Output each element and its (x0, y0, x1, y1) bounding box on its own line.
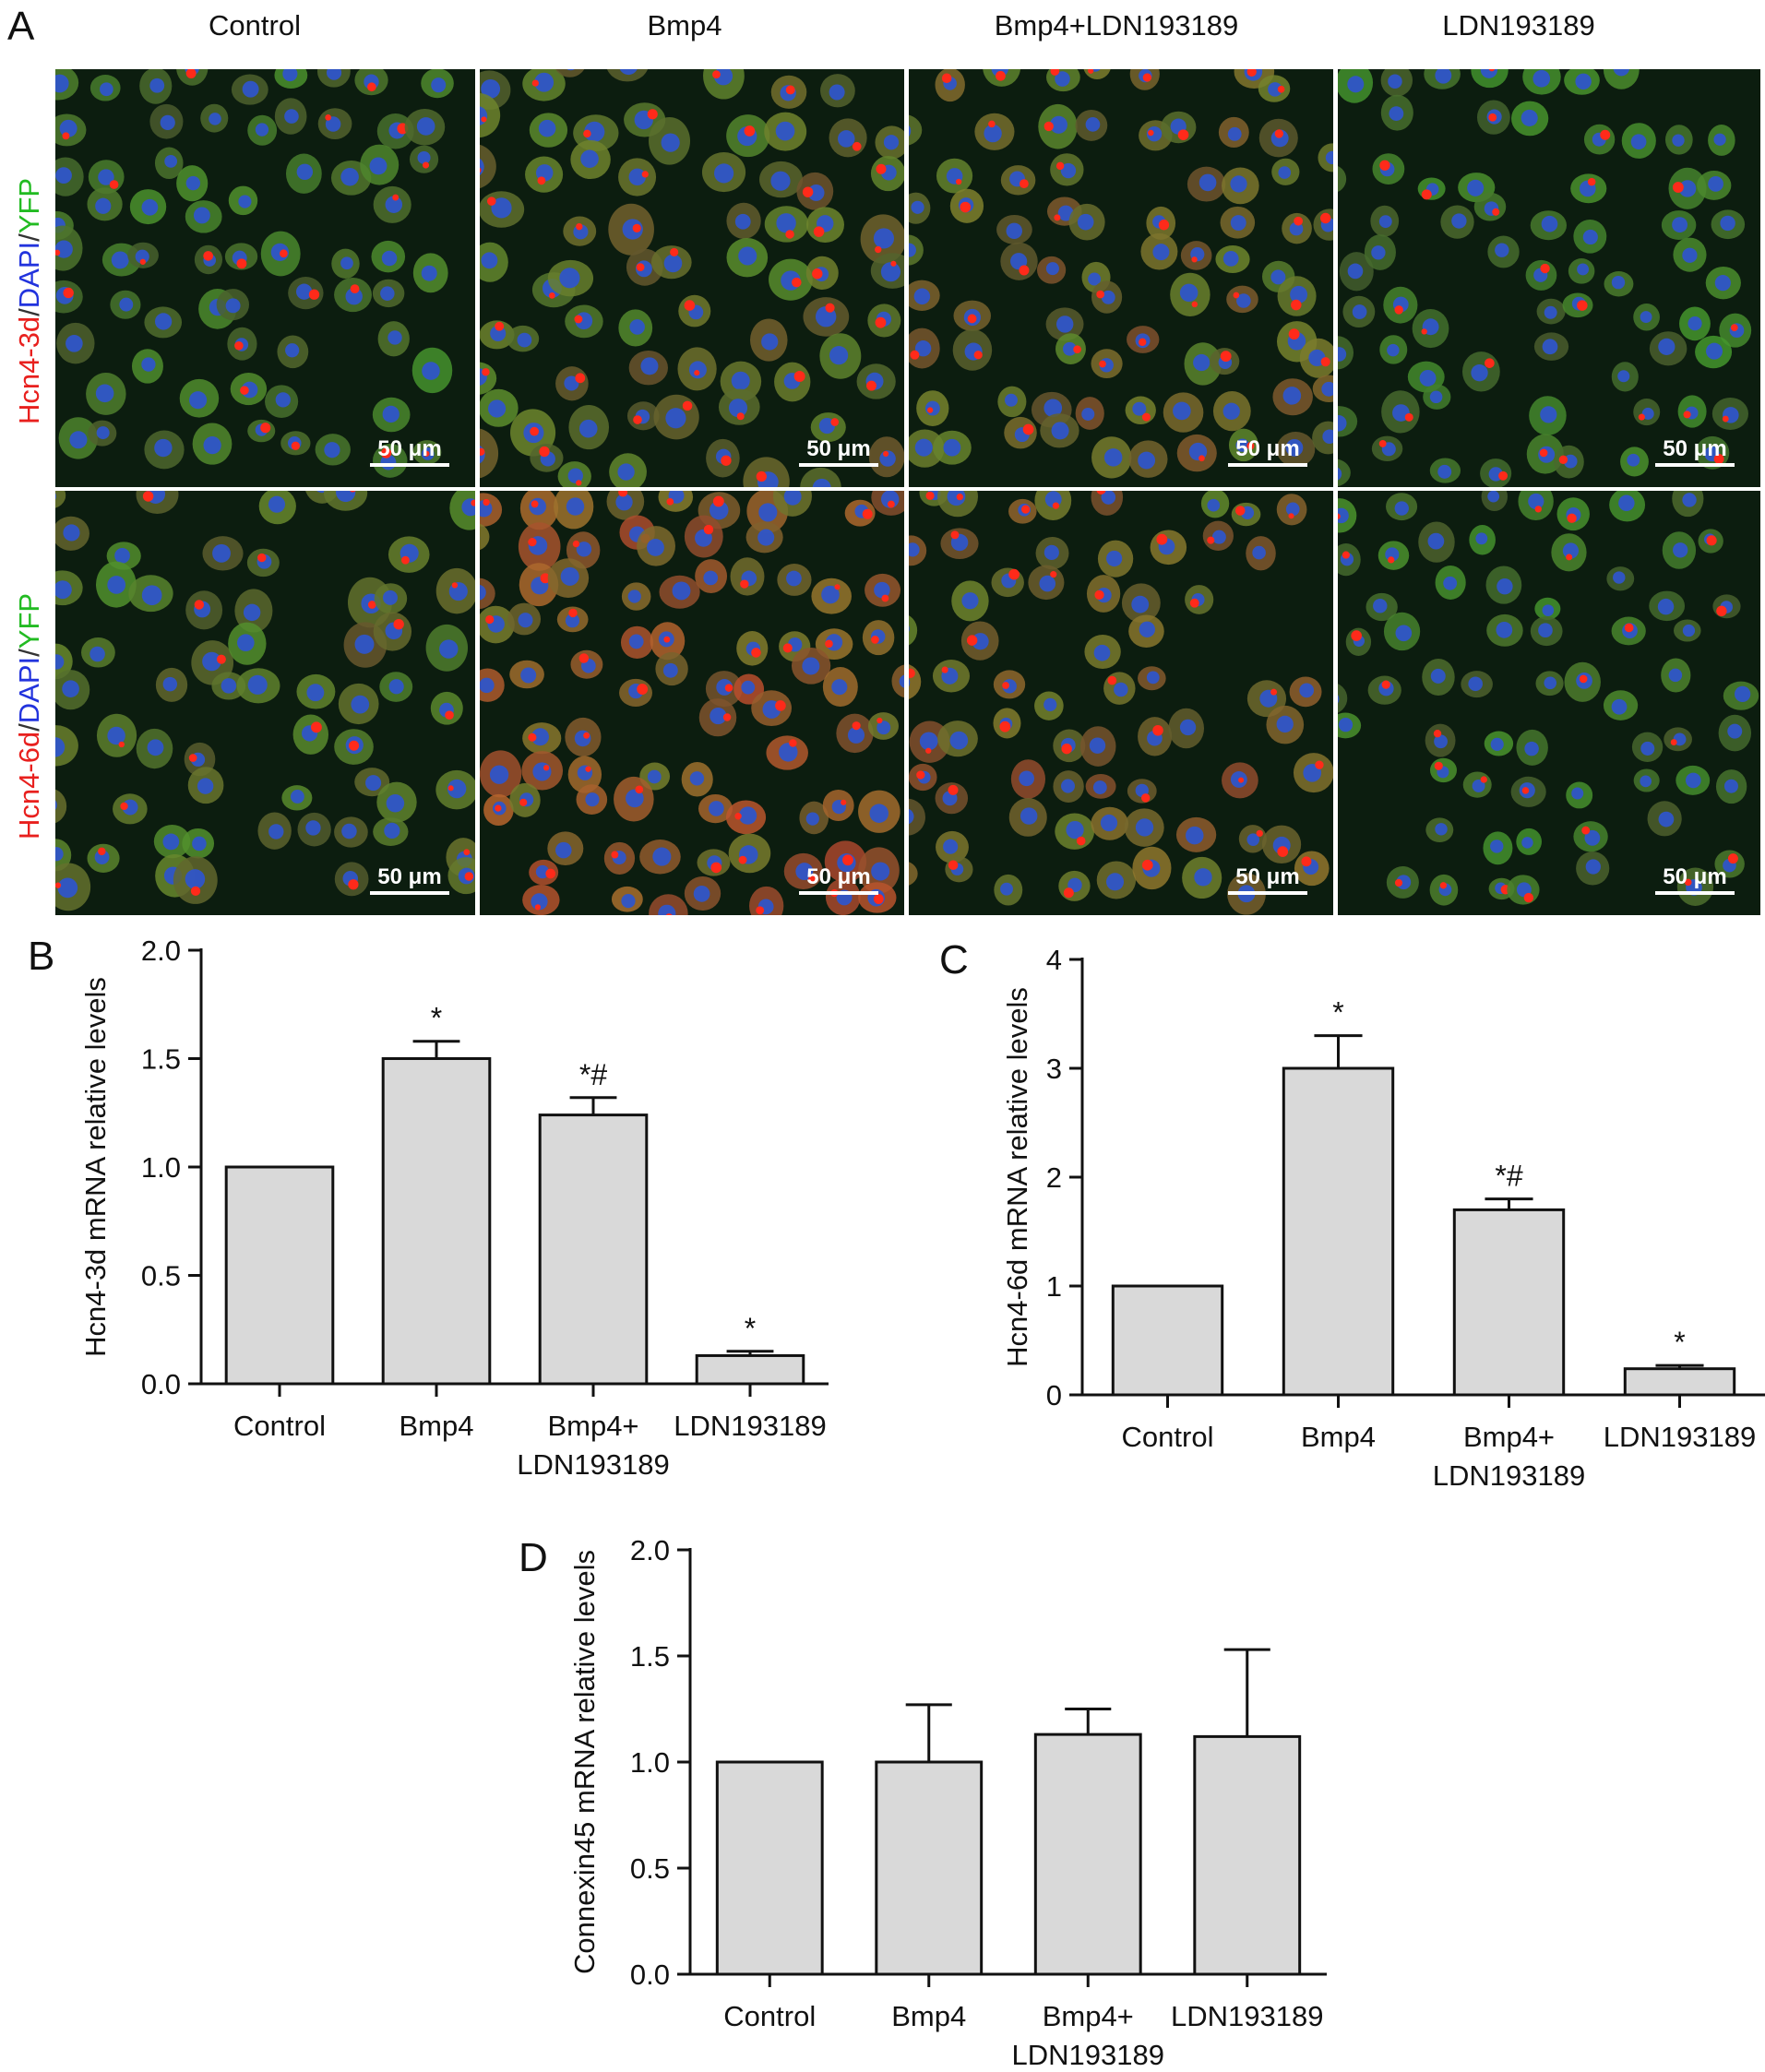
row-label-slash: / (13, 723, 45, 732)
micrograph-hcn4-3d-control: 50 μm (55, 69, 475, 487)
bar-2 (538, 1113, 649, 1386)
column-title-control: Control (209, 9, 301, 42)
x-tick-label: LDN193189 (1012, 2039, 1164, 2071)
y-tick-label: 0.0 (630, 1959, 670, 1991)
significance-marker: * (431, 1002, 442, 1035)
row-label-hcn4-part: Hcn4-6d (13, 731, 45, 840)
row-label-hcn4-3d: Hcn4-3d/DAPI/YFP (13, 178, 46, 424)
bar-1 (381, 1057, 492, 1386)
bar-3 (1623, 1367, 1736, 1397)
y-axis-label: Hcn4-3d mRNA relative levels (79, 977, 112, 1357)
x-tick-label: LDN193189 (1604, 1421, 1756, 1453)
bar-2 (1033, 1733, 1142, 1976)
y-tick-label: 2.0 (141, 935, 181, 967)
micrograph-hcn4-6d-bmp4: 50 μm (480, 491, 904, 915)
y-tick-label: 0.0 (141, 1368, 181, 1400)
x-tick-label: Control (723, 2000, 816, 2032)
row-label-slash: / (13, 308, 45, 316)
scale-bar-label: 50 μm (1663, 436, 1726, 461)
significance-marker: *# (1495, 1160, 1522, 1193)
bar-0 (715, 1760, 824, 1976)
chart-connexin45: 0.0 0.5 1.0 1.5 2.0 Connexin45 mRNA relative … (568, 1534, 1327, 2071)
y-tick-label: 0.5 (630, 1852, 670, 1885)
scale-bar-label: 50 μm (806, 436, 870, 461)
y-tick-label: 1.5 (630, 1640, 670, 1673)
x-tick-label: LDN193189 (1433, 1459, 1585, 1492)
y-tick-label: 3 (1046, 1053, 1062, 1085)
bar-1 (875, 1760, 984, 1976)
y-tick-label: 2.0 (630, 1534, 670, 1566)
significance-marker: * (1674, 1326, 1685, 1359)
row-label-slash: / (13, 233, 45, 242)
bar-0 (1111, 1284, 1224, 1397)
bar-2 (1452, 1208, 1566, 1397)
scale-bar-label: 50 μm (1663, 864, 1726, 889)
row-label-dapi-part: DAPI (13, 656, 45, 724)
chart-hcn4-6d: 0 1 2 3 4 Hcn4-6d mRNA relative levels Control… (1001, 944, 1765, 1492)
y-tick-label: 1.0 (630, 1746, 670, 1779)
significance-marker: *# (579, 1058, 607, 1091)
scale-bar-label: 50 μm (1235, 864, 1299, 889)
column-title-ldn: LDN193189 (1442, 9, 1595, 42)
column-title-bmp4: Bmp4 (647, 9, 722, 42)
y-axis-label: Hcn4-6d mRNA relative levels (1001, 987, 1033, 1367)
y-tick-label: 2 (1046, 1161, 1062, 1194)
chart-hcn4-3d: 0.0 0.5 1.0 1.5 2.0 Hcn4-3d mRNA relative lev… (79, 935, 829, 1481)
micrograph-hcn4-6d-bmp4-ldn: 50 μm (909, 491, 1333, 915)
x-tick-label: LDN193189 (1171, 2000, 1323, 2032)
x-tick-label: Bmp4+ (547, 1410, 638, 1442)
y-tick-label: 0 (1046, 1379, 1062, 1411)
y-tick-label: 1.5 (141, 1043, 181, 1076)
micrograph-hcn4-3d-bmp4-ldn: 50 μm (909, 69, 1333, 487)
x-tick-label: Bmp4 (1301, 1421, 1376, 1453)
significance-marker: * (745, 1312, 756, 1345)
row-label-yfp-part: YFP (13, 592, 45, 649)
row-label-slash: / (13, 649, 45, 657)
y-tick-label: 4 (1046, 944, 1062, 976)
significance-marker: * (1332, 996, 1343, 1030)
bar-3 (695, 1353, 805, 1386)
x-tick-label: LDN193189 (674, 1410, 826, 1442)
micrograph-hcn4-6d-control: 50 μm (55, 491, 475, 915)
panel-label-d: D (519, 1535, 548, 1580)
scale-bar-label: 50 μm (377, 864, 441, 889)
row-label-hcn4-part: Hcn4-3d (13, 316, 45, 424)
panel-label-b: B (28, 934, 55, 979)
x-tick-label: Bmp4 (891, 2000, 966, 2032)
scale-bar-label: 50 μm (1235, 436, 1299, 461)
micrograph-hcn4-3d-bmp4: 50 μm (480, 69, 904, 487)
row-label-hcn4-6d: Hcn4-6d/DAPI/YFP (13, 593, 46, 840)
x-tick-label: Control (233, 1410, 326, 1442)
x-tick-label: Bmp4+ (1043, 2000, 1134, 2032)
micrograph-hcn4-3d-ldn: 50 μm (1338, 69, 1760, 487)
x-tick-label: Bmp4+ (1463, 1421, 1555, 1453)
bar-0 (224, 1165, 335, 1386)
x-tick-label: Bmp4 (400, 1410, 474, 1442)
bar-1 (1282, 1066, 1395, 1397)
micrograph-hcn4-6d-ldn: 50 μm (1338, 491, 1760, 915)
scale-bar-label: 50 μm (806, 864, 870, 889)
row-label-yfp-part: YFP (13, 177, 45, 234)
panel-label-a: A (7, 4, 35, 49)
y-axis-label: Connexin45 mRNA relative levels (568, 1550, 601, 1974)
x-tick-label: Control (1122, 1421, 1214, 1453)
y-tick-label: 1 (1046, 1270, 1062, 1303)
y-tick-label: 1.0 (141, 1151, 181, 1184)
y-tick-label: 0.5 (141, 1260, 181, 1292)
scale-bar-label: 50 μm (377, 436, 441, 461)
row-label-dapi-part: DAPI (13, 241, 45, 309)
x-tick-label: LDN193189 (517, 1448, 669, 1481)
column-title-bmp4-ldn: Bmp4+LDN193189 (994, 9, 1239, 42)
bar-3 (1193, 1734, 1302, 1976)
panel-label-c: C (939, 937, 969, 982)
